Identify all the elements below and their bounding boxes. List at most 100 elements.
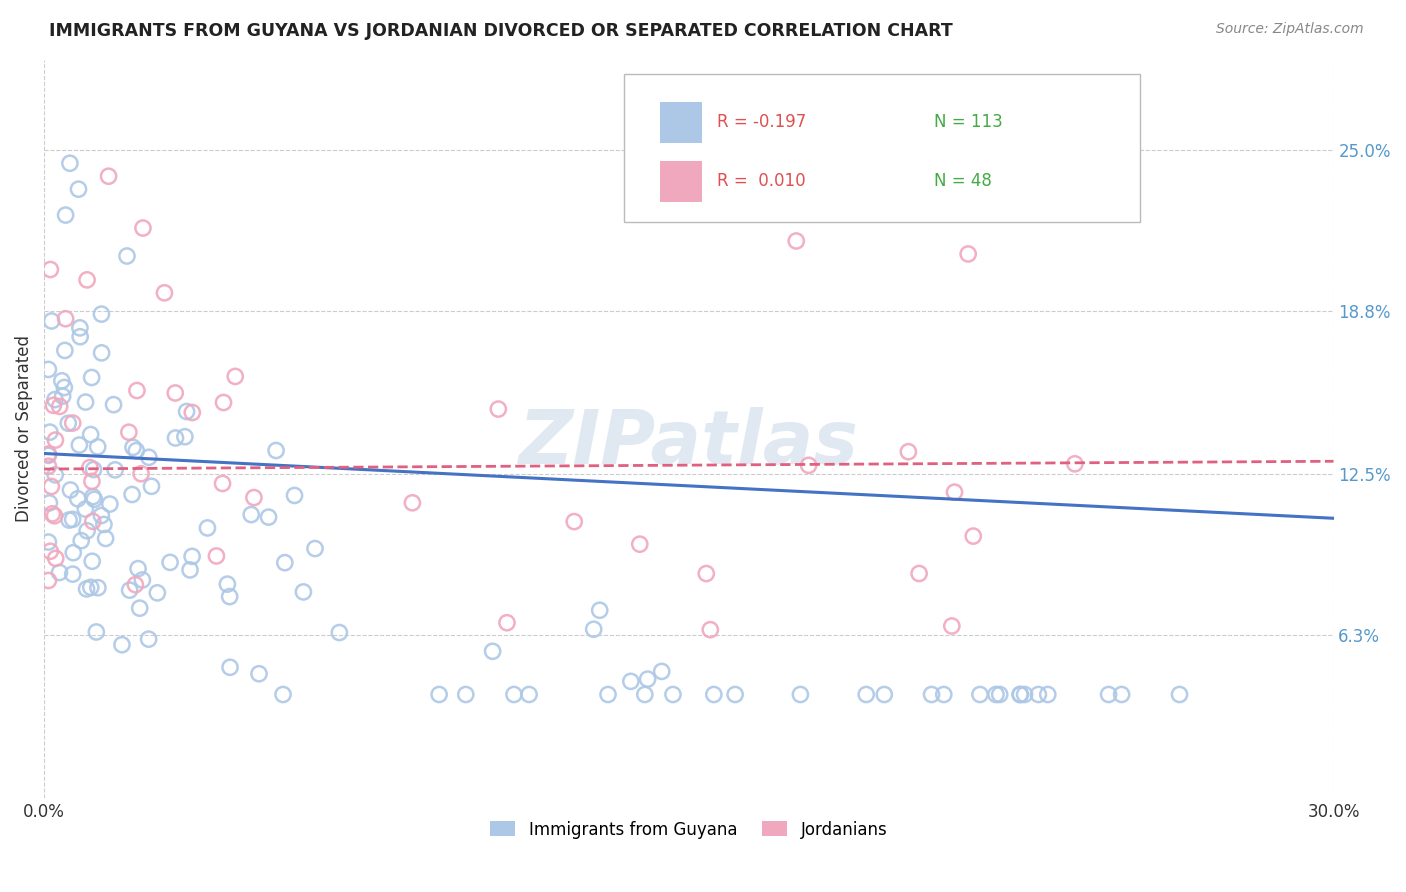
Point (82, 554, 104, 568)
Point (87, 581, 110, 595)
Point (427, 688, 450, 702)
Point (44, 508, 66, 523)
Point (224, 369, 246, 384)
Point (454, 688, 477, 702)
Point (55, 208, 77, 222)
Point (122, 441, 145, 455)
Point (48, 566, 70, 580)
Point (637, 672, 659, 686)
Point (59, 483, 82, 497)
Point (90, 307, 112, 321)
Point (118, 425, 141, 440)
Point (176, 404, 198, 418)
Point (41, 479, 63, 493)
Point (703, 688, 725, 702)
Point (582, 622, 605, 636)
Point (83, 492, 105, 507)
Point (481, 644, 503, 658)
Point (141, 479, 163, 493)
Text: R = -0.197: R = -0.197 (717, 113, 807, 131)
Point (699, 623, 721, 637)
Point (42, 398, 65, 412)
Point (62, 546, 84, 560)
Point (146, 586, 169, 600)
Point (125, 443, 148, 458)
Text: Source: ZipAtlas.com: Source: ZipAtlas.com (1216, 22, 1364, 37)
Point (873, 688, 896, 702)
Point (45, 551, 67, 566)
Point (1028, 688, 1050, 702)
Point (37, 448, 59, 462)
Point (984, 688, 1007, 702)
Bar (661, 102, 702, 143)
Point (44, 392, 66, 407)
Point (271, 688, 294, 702)
Point (138, 632, 160, 647)
Point (219, 660, 242, 674)
Point (131, 573, 153, 587)
Point (328, 625, 350, 640)
Point (37, 362, 59, 376)
Point (59, 156, 82, 170)
Point (76, 524, 98, 538)
Point (87, 440, 110, 454)
Text: IMMIGRANTS FROM GUYANA VS JORDANIAN DIVORCED OR SEPARATED CORRELATION CHART: IMMIGRANTS FROM GUYANA VS JORDANIAN DIVO… (49, 22, 953, 40)
Point (37, 447, 59, 461)
Point (257, 510, 280, 524)
Point (125, 384, 148, 398)
Point (153, 285, 176, 300)
Point (94, 532, 117, 546)
Point (932, 688, 955, 702)
Point (58, 416, 80, 430)
Point (69, 330, 91, 344)
Point (620, 674, 643, 689)
Point (76, 582, 98, 596)
Point (173, 430, 195, 444)
Point (52, 389, 75, 403)
Point (79, 460, 101, 475)
Text: R =  0.010: R = 0.010 (717, 172, 806, 191)
Point (104, 463, 127, 477)
Point (124, 578, 146, 592)
Point (48, 400, 70, 414)
Point (79, 427, 101, 442)
Point (1014, 688, 1036, 702)
Point (37, 459, 59, 474)
Point (855, 688, 877, 702)
Point (957, 247, 980, 261)
Point (789, 688, 811, 702)
Point (111, 638, 134, 652)
Point (138, 450, 160, 465)
Point (80, 580, 103, 594)
Point (86, 624, 108, 639)
Point (165, 431, 187, 445)
Point (90, 346, 112, 360)
Point (129, 467, 152, 481)
Point (39, 544, 62, 558)
Point (274, 556, 297, 570)
Point (44, 467, 66, 482)
Point (82, 515, 104, 529)
Point (75, 395, 97, 409)
Point (662, 688, 685, 702)
Point (62, 416, 84, 430)
Point (67, 438, 90, 452)
Point (159, 555, 181, 569)
Point (69, 321, 91, 335)
Point (181, 405, 204, 419)
Point (589, 603, 612, 617)
Point (205, 549, 228, 563)
Point (93, 517, 115, 532)
Point (1097, 688, 1119, 702)
Point (75, 502, 97, 516)
Point (651, 665, 673, 679)
Point (51, 374, 73, 388)
Point (304, 541, 326, 556)
Point (243, 491, 266, 505)
Point (37, 535, 59, 549)
Point (58, 513, 80, 527)
Point (941, 619, 963, 633)
Point (80, 370, 103, 384)
Point (897, 444, 920, 458)
Point (292, 585, 315, 599)
